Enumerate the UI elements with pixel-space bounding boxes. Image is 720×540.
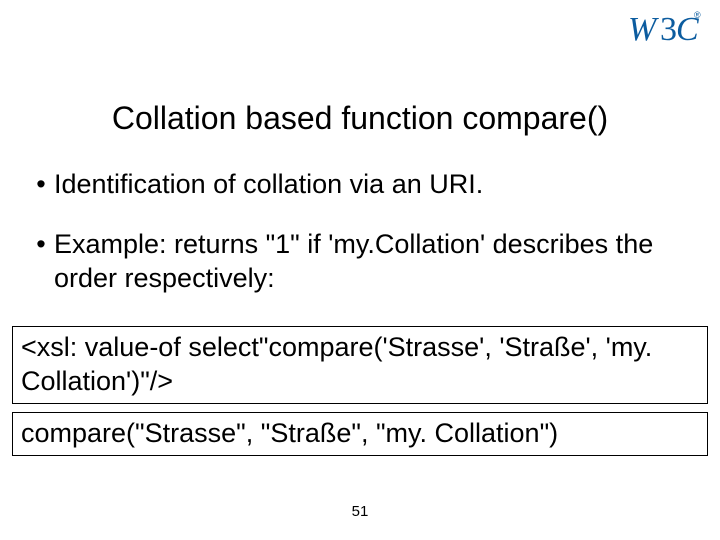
code-example-box: <xsl: value-of select"compare('Strasse',… — [12, 326, 708, 404]
code-example-box: compare("Strasse", "Straße", "my. Collat… — [12, 412, 708, 456]
logo-3: 3 — [660, 11, 677, 48]
logo-trademark: ® — [694, 10, 701, 20]
code-example-text: compare("Strasse", "Straße", "my. Collat… — [21, 418, 558, 448]
bullet-item: • Identification of collation via an URI… — [28, 168, 692, 202]
bullet-marker: • — [28, 168, 54, 202]
bullet-marker: • — [28, 228, 54, 262]
bullet-item: • Example: returns "1" if 'my.Collation'… — [28, 228, 692, 296]
code-example-text: <xsl: value-of select"compare('Strasse',… — [21, 332, 652, 396]
bullet-text: Example: returns "1" if 'my.Collation' d… — [54, 228, 692, 296]
bullet-list: • Identification of collation via an URI… — [28, 168, 692, 295]
logo-w: W — [628, 11, 659, 48]
slide-title: Collation based function compare() — [0, 100, 720, 137]
w3c-logo: W 3 C ® — [628, 8, 702, 50]
page-number: 51 — [0, 503, 720, 520]
bullet-text: Identification of collation via an URI. — [54, 168, 692, 202]
